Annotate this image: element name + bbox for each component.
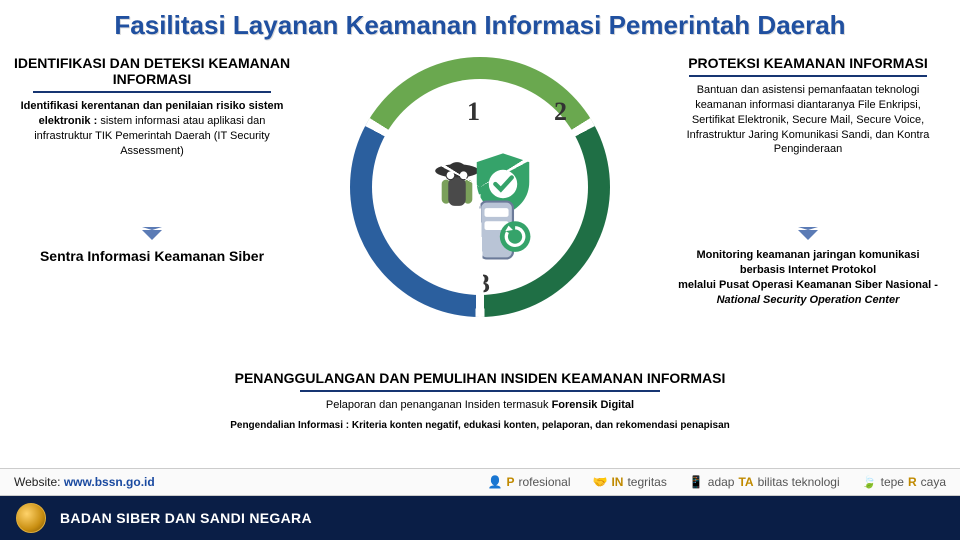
- protect-desc: Bantuan dan asistensi pemanfaatan teknol…: [668, 83, 948, 157]
- section-protect: PROTEKSI KEAMANAN INFORMASI Bantuan dan …: [668, 55, 948, 157]
- pie-number-1: 1: [467, 97, 480, 127]
- pre: adap: [708, 475, 735, 489]
- protect-sub-l1: Monitoring keamanan jaringan komunikasi …: [696, 249, 919, 276]
- accent: P: [506, 475, 514, 489]
- rest: tegritas: [627, 475, 666, 489]
- accent: IN: [611, 475, 623, 489]
- rest: rofesional: [518, 475, 570, 489]
- pie-ring: 1 2 3: [350, 57, 610, 317]
- shield-check-icon: [468, 149, 538, 219]
- arrow-down-icon: [798, 230, 818, 240]
- value-profesional: 👤 Profesional: [488, 475, 571, 489]
- spy-icon: [422, 149, 492, 219]
- website-url: www.bssn.go.id: [64, 475, 155, 489]
- emblem-icon: [16, 503, 46, 533]
- values-row: 👤 Profesional 🤝 INtegritas 📱 adapTAbilit…: [488, 475, 946, 489]
- recover-desc-text: Pelaporan dan penanganan Insiden termasu…: [326, 399, 552, 411]
- identify-desc: Identifikasi kerentanan dan penilaian ri…: [12, 99, 292, 158]
- post: caya: [921, 475, 946, 489]
- arrow-down-icon: [142, 230, 162, 240]
- recover-heading: PENANGGULANGAN DAN PEMULIHAN INSIDEN KEA…: [0, 370, 960, 386]
- device-refresh-icon: [467, 195, 537, 265]
- pie-number-3: 3: [477, 269, 490, 299]
- value-terpercaya: 🍃 tepeRcaya: [862, 475, 946, 489]
- footer-bar: BADAN SIBER DAN SANDI NEGARA: [0, 496, 960, 540]
- section-protect-sub: Monitoring keamanan jaringan komunikasi …: [668, 222, 948, 307]
- value-integritas: 🤝 INtegritas: [593, 475, 667, 489]
- protect-sub-l2: melalui Pusat Operasi Keamanan Siber Nas…: [678, 279, 938, 291]
- website-prefix: Website:: [14, 475, 60, 489]
- website-label: Website: www.bssn.go.id: [14, 475, 155, 489]
- value-adaptabilitas: 📱 adapTAbilitas teknologi: [689, 475, 840, 489]
- pie-inner: 1 2 3: [372, 79, 588, 295]
- recover-sub: Pengendalian Informasi : Kriteria konten…: [0, 419, 960, 432]
- post: bilitas teknologi: [758, 475, 840, 489]
- accent: R: [908, 475, 917, 489]
- section-recover: PENANGGULANGAN DAN PEMULIHAN INSIDEN KEA…: [0, 370, 960, 432]
- page-title: Fasilitasi Layanan Keamanan Informasi Pe…: [0, 0, 960, 47]
- tagline-bar: Website: www.bssn.go.id 👤 Profesional 🤝 …: [0, 468, 960, 496]
- pie-chart: 1 2 3: [350, 57, 610, 317]
- pre: tepe: [881, 475, 904, 489]
- pie-number-2: 2: [554, 97, 567, 127]
- divider: [689, 75, 927, 77]
- section-identify-sub: Sentra Informasi Keamanan Siber: [12, 222, 292, 264]
- recover-desc: Pelaporan dan penanganan Insiden termasu…: [0, 398, 960, 413]
- recover-desc-bold: Forensik Digital: [552, 399, 635, 411]
- identify-subhead: Sentra Informasi Keamanan Siber: [12, 248, 292, 264]
- protect-heading: PROTEKSI KEAMANAN INFORMASI: [668, 55, 948, 71]
- divider: [33, 91, 271, 93]
- accent: TA: [738, 475, 753, 489]
- protect-sub: Monitoring keamanan jaringan komunikasi …: [668, 248, 948, 307]
- protect-sub-italic: National Security Operation Center: [717, 294, 900, 306]
- divider: [300, 390, 660, 392]
- org-name: BADAN SIBER DAN SANDI NEGARA: [60, 510, 312, 526]
- section-identify: IDENTIFIKASI DAN DETEKSI KEAMANAN INFORM…: [12, 55, 292, 158]
- identify-heading: IDENTIFIKASI DAN DETEKSI KEAMANAN INFORM…: [12, 55, 292, 87]
